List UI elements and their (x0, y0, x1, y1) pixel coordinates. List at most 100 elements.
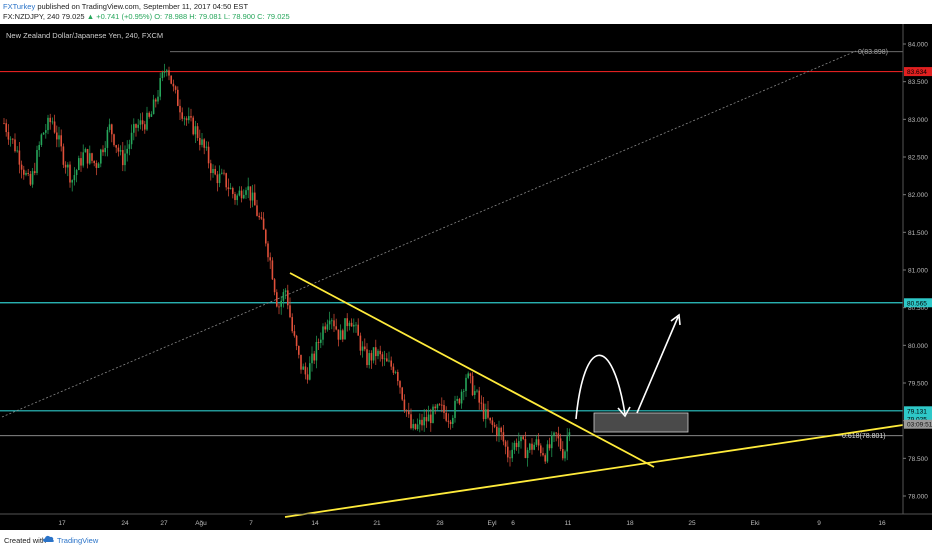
x-tick-label: 6 (511, 520, 515, 527)
candle-body (67, 164, 69, 168)
price-label-bg (904, 67, 932, 77)
candle-body (232, 188, 234, 195)
candle-body (381, 354, 384, 360)
candle-body (425, 417, 428, 422)
candle-body (71, 180, 73, 183)
candle-body (364, 346, 366, 350)
candle-body (372, 347, 375, 361)
candle-body (322, 326, 324, 340)
candle-body (207, 146, 210, 164)
candle-body (522, 436, 524, 439)
tradingview-cloud-icon (43, 535, 54, 542)
y-tick-label: 82.500 (908, 155, 928, 162)
tradingview-brand[interactable]: TradingView (57, 536, 99, 545)
candle-body (520, 436, 522, 442)
candle-body (500, 427, 502, 433)
y-tick-label: 82.000 (908, 192, 928, 199)
candle-body (91, 153, 93, 161)
x-tick-label: 16 (878, 520, 886, 527)
candle-body (190, 116, 192, 118)
candle-body (350, 322, 353, 327)
candle-body (557, 433, 560, 439)
candle-body (256, 205, 258, 216)
candle-body (416, 424, 419, 430)
candle-body (137, 124, 139, 128)
y-tick-label: 78.500 (908, 456, 928, 463)
candle-body (225, 173, 227, 188)
candle-body (174, 86, 177, 90)
candle-body (260, 217, 263, 219)
candle-body (544, 455, 546, 462)
candle-body (38, 144, 40, 151)
candle-body (441, 404, 443, 406)
candle-body (254, 192, 256, 206)
candle-body (320, 339, 322, 343)
candle-body (84, 149, 87, 153)
candle-body (183, 118, 186, 120)
candle-body (108, 124, 111, 130)
price-label-bg (904, 406, 932, 416)
candle-body (141, 120, 144, 125)
candle-body (265, 229, 267, 244)
candle-body (467, 373, 469, 378)
candle-body (379, 350, 381, 355)
candle-body (309, 363, 311, 380)
candle-body (346, 318, 348, 327)
candle-body (315, 341, 318, 361)
candle-body (245, 190, 247, 195)
candle-body (474, 391, 476, 396)
chart-header: FXTurkey published on TradingView.com, S… (0, 0, 932, 24)
candle-body (51, 121, 54, 123)
candle-body (465, 377, 467, 391)
candle-body (23, 169, 25, 175)
candle-body (353, 324, 355, 327)
publish-line: FXTurkey published on TradingView.com, S… (3, 2, 248, 12)
candle-body (366, 349, 368, 366)
candle-body (3, 123, 5, 124)
annotations (575, 313, 689, 433)
candle-body (247, 186, 249, 191)
candle-body (82, 152, 84, 166)
y-tick-label: 84.000 (908, 42, 928, 49)
candle-body (146, 112, 148, 130)
y-tick-label: 80.500 (908, 305, 928, 312)
author-link[interactable]: FXTurkey (3, 2, 36, 11)
candle-body (86, 149, 89, 164)
candle-body (117, 147, 120, 152)
candle-body (335, 326, 337, 330)
price-label-bg (904, 414, 932, 424)
candle-body (7, 132, 10, 140)
candle-body (529, 443, 531, 451)
candle-body (553, 432, 555, 436)
candle-body (238, 190, 241, 196)
candle-body (348, 322, 351, 327)
candle-body (361, 346, 364, 351)
candles (3, 63, 571, 467)
symbol-name: FX:NZDJPY, 240 (3, 12, 60, 21)
candle-body (34, 171, 36, 174)
candle-body (218, 173, 221, 184)
candle-body (159, 78, 161, 97)
candle-body (502, 432, 505, 442)
candle-body (102, 149, 104, 153)
candle-body (69, 164, 71, 183)
price-chart[interactable]: 0.618(78.801) 0(83.898) 84.000 83.500 83.00… (0, 24, 932, 530)
candle-body (148, 112, 150, 117)
candle-body (210, 163, 212, 174)
candle-body (463, 390, 465, 392)
x-tick-label: 11 (565, 520, 572, 527)
fib-trendline (1, 50, 857, 418)
candle-body (533, 444, 535, 450)
candle-body (128, 144, 131, 149)
candle-body (394, 372, 397, 373)
descending-trendline (289, 272, 655, 468)
candle-body (289, 305, 291, 318)
candle-body (192, 117, 194, 135)
candle-body (221, 172, 223, 174)
candle-body (273, 279, 276, 293)
candle-body (410, 414, 412, 429)
candle-body (223, 172, 225, 174)
candle-body (412, 424, 414, 429)
candle-body (115, 145, 117, 148)
candle-body (89, 153, 91, 164)
